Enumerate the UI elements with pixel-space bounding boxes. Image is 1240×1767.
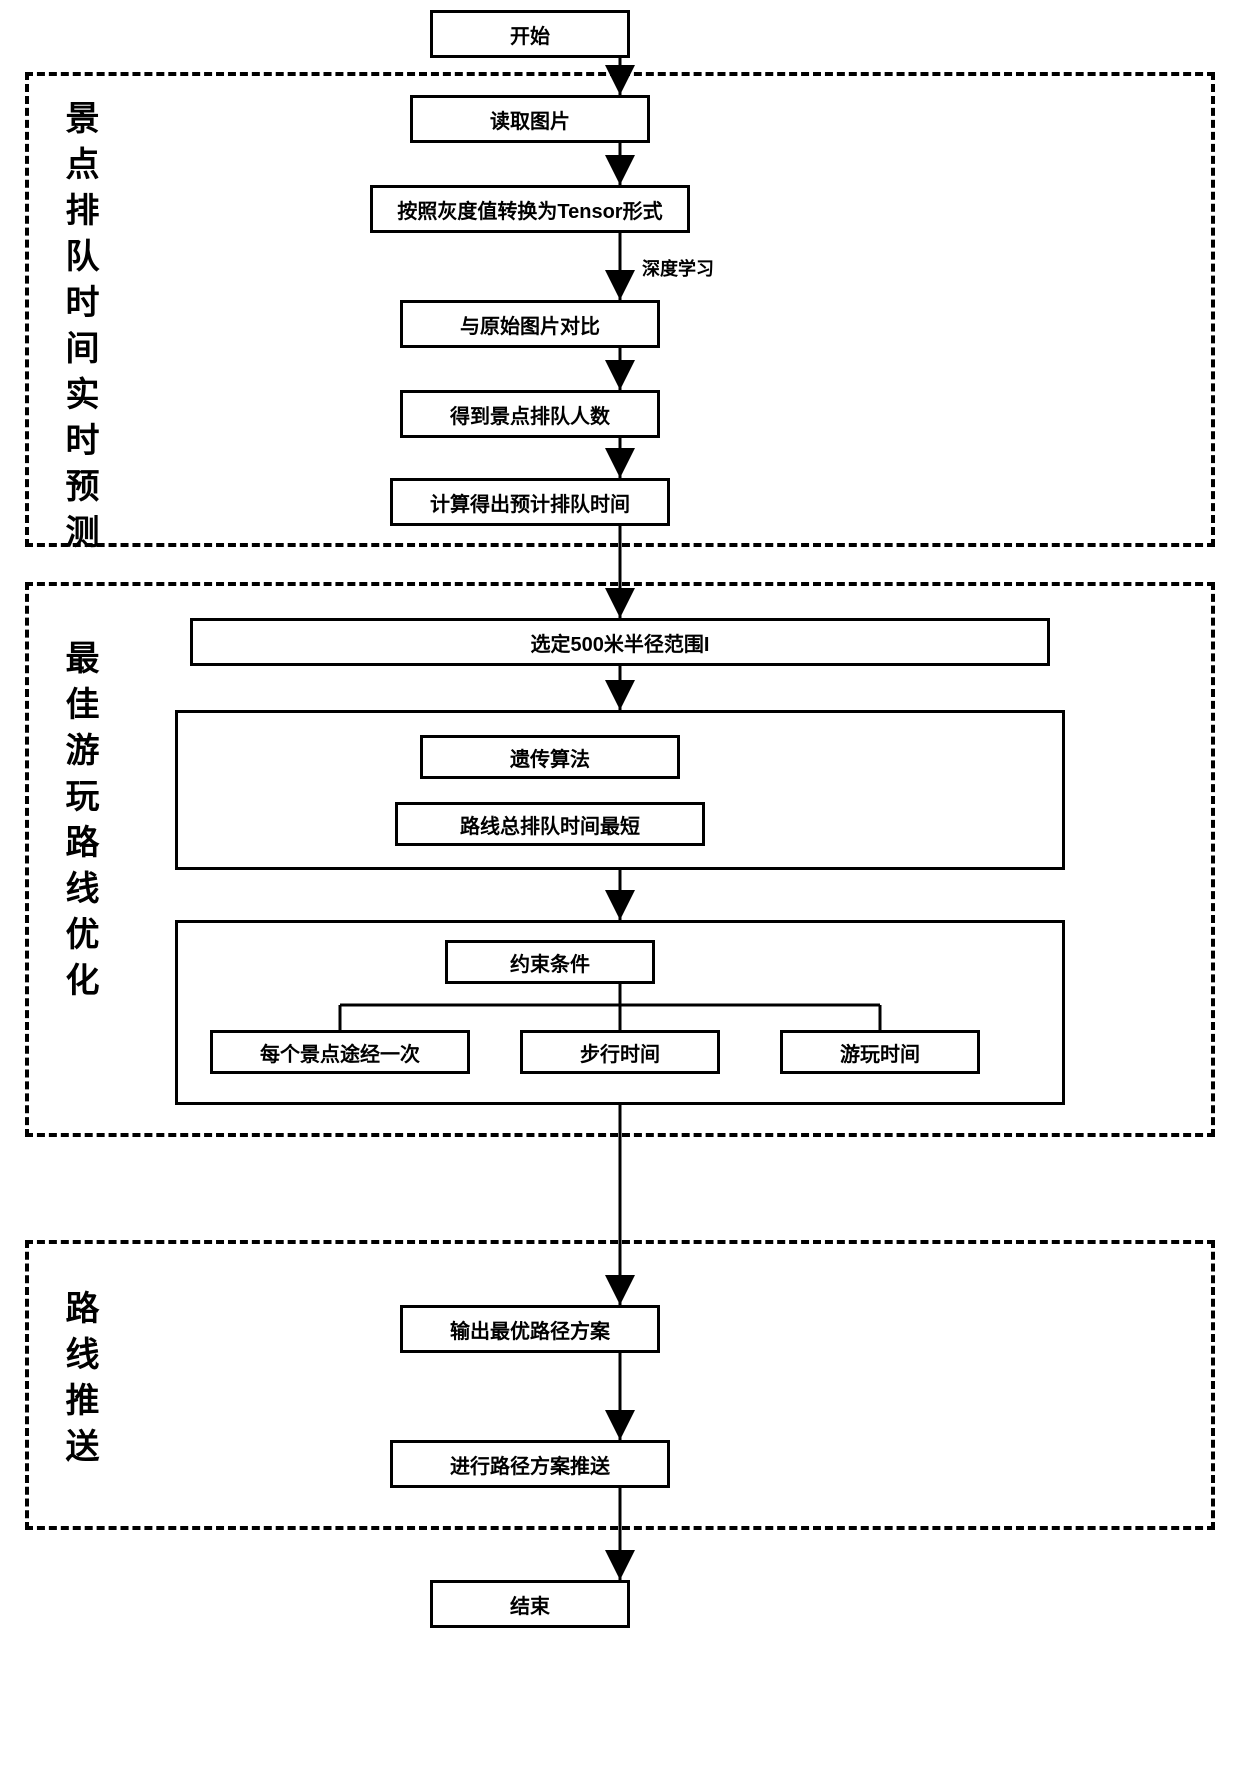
node-each_once: 每个景点途经一次 [210,1030,470,1074]
node-ga: 遗传算法 [420,735,680,779]
section-label-s1: 景点排队时间实时预测 [55,100,104,560]
section-label-s3: 路线推送 [55,1290,104,1474]
node-min_total_wait: 路线总排队时间最短 [395,802,705,846]
node-play_time: 游玩时间 [780,1030,980,1074]
node-walk_time: 步行时间 [520,1030,720,1074]
node-compare: 与原始图片对比 [400,300,660,348]
edge-label-deep_learning: 深度学习 [640,255,716,281]
group-ga_box [175,710,1065,870]
node-push_plan: 进行路径方案推送 [390,1440,670,1488]
node-to_tensor: 按照灰度值转换为Tensor形式 [370,185,690,233]
node-queue_count: 得到景点排队人数 [400,390,660,438]
section-label-s2: 最佳游玩路线优化 [55,640,104,1008]
node-end: 结束 [430,1580,630,1628]
node-out_best: 输出最优路径方案 [400,1305,660,1353]
node-start: 开始 [430,10,630,58]
node-constraints: 约束条件 [445,940,655,984]
node-read_image: 读取图片 [410,95,650,143]
node-calc_wait: 计算得出预计排队时间 [390,478,670,526]
node-select_radius: 选定500米半径范围I [190,618,1050,666]
